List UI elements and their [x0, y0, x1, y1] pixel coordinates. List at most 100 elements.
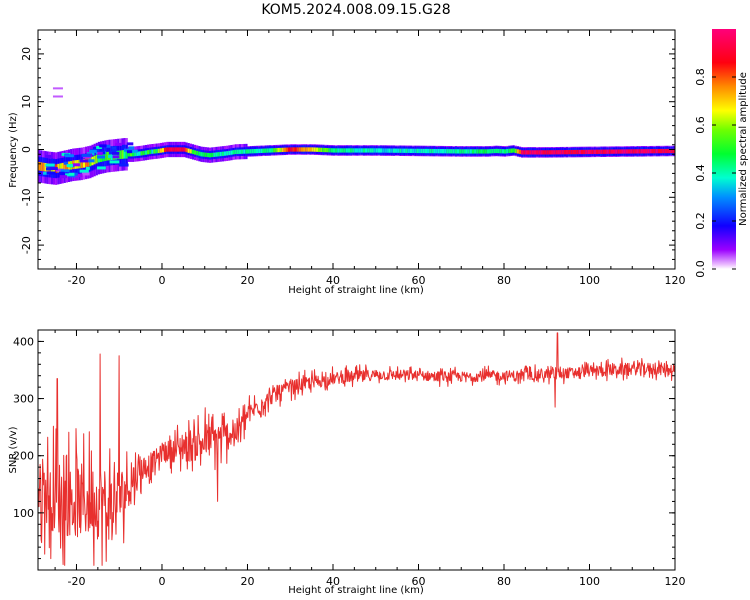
spectrogram-cell — [288, 147, 291, 152]
spectrogram-cell — [268, 148, 272, 153]
spectrogram-cell — [595, 149, 599, 154]
spectrogram-cell — [576, 149, 579, 155]
spectrogram-cell — [96, 166, 106, 170]
spectrogram-cell — [548, 150, 552, 155]
x-tick-label: -20 — [67, 274, 85, 287]
spectrogram-cell — [339, 148, 342, 153]
spectrogram-cell — [416, 148, 419, 154]
spectrogram-cell — [270, 148, 274, 153]
x-tick-label: 80 — [497, 575, 511, 588]
x-tick-label: -20 — [67, 575, 85, 588]
spectrogram-cell — [482, 149, 485, 154]
spectrogram-cell — [508, 148, 511, 154]
spectrogram-cell — [551, 150, 554, 155]
spectrogram-cell — [45, 167, 52, 171]
spectrogram-cell — [109, 160, 120, 164]
spectrogram-cell — [527, 150, 530, 155]
spectrogram-cell — [93, 155, 96, 165]
spectrogram-cell — [326, 148, 329, 153]
spectrogram-cell — [627, 149, 631, 154]
spectrogram-cell — [510, 148, 513, 153]
spectrogram-cell — [369, 148, 372, 153]
spectrogram-cell — [189, 149, 192, 154]
spectrogram-cell — [256, 148, 259, 154]
spectrogram-cell — [324, 147, 327, 153]
spectrogram-cell — [176, 147, 180, 152]
spectrogram-cell — [653, 149, 656, 154]
snr-frame — [37, 329, 676, 571]
spectrogram-cell — [634, 149, 637, 154]
spectrogram-cell — [63, 162, 66, 172]
spectrogram-cell — [61, 162, 64, 172]
spectrogram-cell — [60, 169, 70, 173]
spectrogram-cell — [647, 149, 650, 154]
colorbar-tick-label: 0.0 — [694, 260, 707, 278]
spectrogram-cell — [119, 163, 129, 167]
spectrogram-cell — [360, 148, 363, 153]
spectrogram-x-tick-labels: -20 0 20 40 60 80 100 120 — [67, 274, 685, 287]
spectrogram-cell — [330, 148, 334, 153]
spectrogram-cell — [557, 150, 560, 155]
spectrogram-panel: -20 0 20 40 60 80 100 120 -20 -10 0 10 20 Height of… — [8, 29, 686, 296]
spectrogram-cell — [397, 148, 400, 153]
spectrogram-cell — [311, 147, 314, 152]
spectrogram-cell — [433, 148, 436, 154]
spectrogram-cell — [401, 148, 404, 153]
snr-y-axis-label: SNR (v/v) — [8, 426, 19, 473]
spectrogram-cell — [59, 163, 62, 172]
spectrogram-cell — [59, 171, 65, 175]
spectrogram-cell — [209, 153, 212, 158]
spectrogram-cell — [283, 147, 287, 152]
spectrogram-cell — [79, 169, 89, 173]
spectrogram-cell — [72, 163, 80, 167]
spectrogram-cell — [442, 149, 445, 154]
spectrogram-cell — [251, 149, 254, 154]
spectrogram-cell — [533, 150, 537, 155]
spectrogram-cell — [493, 148, 496, 154]
spectrogram-y-tick-labels: -20 -10 0 10 20 — [20, 47, 33, 254]
spectrogram-cell — [465, 149, 468, 154]
snr-ticks — [38, 329, 676, 570]
spectrogram-cell — [461, 149, 464, 154]
spectrogram-cell — [46, 171, 56, 175]
spectrogram-cell — [42, 162, 45, 172]
y-tick-label: 400 — [13, 335, 34, 348]
spectrogram-cell — [589, 149, 592, 155]
spectrogram-cell — [45, 163, 55, 167]
y-tick-label: -20 — [20, 236, 33, 254]
x-tick-label: 100 — [579, 575, 600, 588]
spectrogram-cell — [262, 148, 265, 153]
spectrogram-cell — [642, 149, 646, 154]
spectrogram-cell — [666, 148, 669, 154]
spectrogram-cell — [392, 148, 396, 153]
spectrogram-cell — [129, 152, 133, 157]
spectrogram-cell — [499, 149, 502, 154]
x-tick-label: 60 — [411, 575, 425, 588]
spectrogram-cell — [514, 148, 517, 154]
spectrogram-cell — [495, 148, 498, 154]
spectrogram-cell — [88, 159, 95, 163]
spectrogram-cell — [151, 149, 154, 154]
x-tick-label: 120 — [665, 575, 686, 588]
spectrogram-cell — [375, 148, 378, 153]
spectrogram-cell — [65, 173, 72, 177]
spectrogram-cell — [640, 149, 643, 154]
snr-series-line — [38, 332, 675, 566]
spectrogram-cell — [328, 148, 331, 153]
spectrogram-cell — [82, 159, 86, 168]
spectrogram-cell — [544, 150, 547, 155]
spectrogram-cell — [140, 151, 143, 156]
x-tick-label: 0 — [158, 274, 165, 287]
spectrogram-cell — [45, 154, 52, 158]
spectrogram-cell — [362, 148, 366, 153]
x-tick-label: 20 — [240, 274, 254, 287]
y-tick-label: 0 — [20, 146, 33, 153]
spectrogram-cell — [99, 144, 107, 148]
spectrogram-cell — [431, 148, 434, 154]
spectrogram-cell — [170, 147, 173, 152]
spectrogram-cell — [623, 149, 626, 154]
spectrogram-cell — [529, 150, 532, 155]
spectrogram-cell — [427, 148, 430, 154]
spectrogram-cell — [559, 150, 562, 155]
